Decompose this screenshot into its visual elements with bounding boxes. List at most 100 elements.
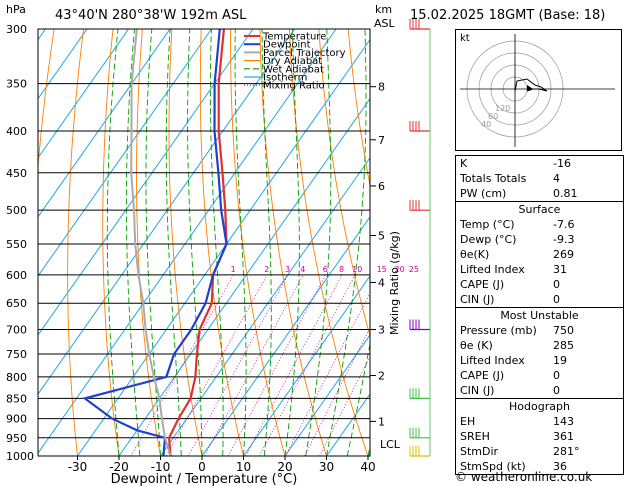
pressure-tick-label: 550 xyxy=(6,238,27,251)
index-value: 0 xyxy=(553,293,560,306)
pressure-tick-label: 750 xyxy=(6,348,27,361)
index-value: 0 xyxy=(553,384,560,397)
index-label: StmDir xyxy=(460,445,499,458)
hodograph-frame xyxy=(455,29,622,151)
temperature-tick-label: 0 xyxy=(198,460,206,474)
index-row: SREH 361 xyxy=(456,429,623,444)
legend-label: Parcel Trajectory xyxy=(263,48,346,59)
asl-unit-label: ASL xyxy=(374,17,395,30)
datetime-title: 15.02.2025 18GMT (Base: 18) xyxy=(410,8,606,23)
pressure-tick-label: 650 xyxy=(6,297,27,310)
mixing-ratio-line xyxy=(188,274,289,456)
legend-label: Mixing Ratio xyxy=(263,81,325,92)
index-label: K xyxy=(460,157,468,170)
index-label: StmSpd (kt) xyxy=(460,460,526,473)
index-value: 285 xyxy=(553,339,574,352)
index-value: 0 xyxy=(553,278,560,291)
surface-section: Surface Temp (°C) -7.6 Dewp (°C) -9.3 θe(K) 2… xyxy=(456,201,623,307)
legend-label: Dry Adiabat xyxy=(263,56,322,67)
mixing-ratio-axis-label: Mixing Ratio (g/kg) xyxy=(388,231,401,335)
km-tick-label: 3 xyxy=(378,324,385,337)
isotherm-line xyxy=(38,29,337,455)
storm-motion-marker xyxy=(527,85,533,91)
surface-title: Surface xyxy=(518,203,561,216)
legend-label: Dewpoint xyxy=(263,40,311,51)
location-title: 43°40'N 280°38'W 192m ASL xyxy=(55,8,247,23)
index-row: Lifted Index 31 xyxy=(456,262,623,277)
index-value: -16 xyxy=(553,157,571,170)
lcl-label: LCL xyxy=(380,438,401,451)
pressure-tick-label: 950 xyxy=(6,432,27,445)
index-label: Temp (°C) xyxy=(460,218,515,231)
temperature-tick-label: 30 xyxy=(319,460,334,474)
index-row: Lifted Index 19 xyxy=(456,353,623,368)
index-row: StmDir 281° xyxy=(456,444,623,459)
km-tick-label: 1 xyxy=(378,415,385,428)
most-unstable-section: Most Unstable Pressure (mb) 750 θe (K) 285 L… xyxy=(456,307,623,398)
index-value: 750 xyxy=(553,324,574,337)
index-label: Totals Totals xyxy=(460,172,527,185)
mixing-ratio-line xyxy=(319,355,370,456)
index-label: CAPE (J) xyxy=(460,278,505,291)
hodograph-section: Hodograph EH 143 SREH 361 StmDir 281° StmSpd (… xyxy=(456,398,623,474)
index-value: 269 xyxy=(553,248,574,261)
dry-adiabat-line xyxy=(199,29,244,456)
mixing-ratio-line xyxy=(304,327,370,456)
mixing-ratio-label: 3 xyxy=(285,265,290,274)
km-tick-label: 7 xyxy=(378,134,385,147)
mixing-ratio-line xyxy=(245,274,343,456)
legend-label: Temperature xyxy=(262,32,326,43)
hodograph-unit-label: kt xyxy=(460,33,470,44)
isotherm-line xyxy=(38,29,171,218)
index-value: 143 xyxy=(553,415,574,428)
index-label: SREH xyxy=(460,430,490,443)
hodograph-trace xyxy=(514,78,548,92)
wet-adiabat-line xyxy=(234,29,247,456)
index-label: Lifted Index xyxy=(460,354,525,367)
index-value: 4 xyxy=(553,172,560,185)
indices-table: K -16 Totals Totals 4 PW (cm) 0.81 Surface Te… xyxy=(455,155,624,475)
hpa-unit-label: hPa xyxy=(6,3,26,16)
isotherm-line xyxy=(38,29,129,159)
parcel-trajectory-profile xyxy=(130,29,172,456)
index-label: Lifted Index xyxy=(460,263,525,276)
index-row: CIN (J) 0 xyxy=(456,292,623,307)
index-row: StmSpd (kt) 36 xyxy=(456,459,623,474)
index-label: θe (K) xyxy=(460,339,493,352)
index-row: K -16 xyxy=(456,156,623,171)
index-value: 36 xyxy=(553,460,567,473)
km-tick-label: 8 xyxy=(378,81,385,94)
index-row: CIN (J) 0 xyxy=(456,383,623,398)
pressure-tick-label: 1000 xyxy=(6,450,34,463)
pressure-tick-label: 850 xyxy=(6,392,27,405)
mixing-ratio-label: 25 xyxy=(409,265,419,274)
index-row: CAPE (J) 0 xyxy=(456,277,623,292)
index-value: 361 xyxy=(553,430,574,443)
pressure-tick-label: 700 xyxy=(6,324,27,337)
index-value: 0 xyxy=(553,369,560,382)
index-value: -9.3 xyxy=(553,233,575,246)
temperature-tick-label: 40 xyxy=(360,460,375,474)
mixing-ratio-line xyxy=(166,274,268,456)
pressure-tick-label: 800 xyxy=(6,371,27,384)
pressure-tick-label: 400 xyxy=(6,125,27,138)
wet-adiabat-line xyxy=(305,29,332,456)
index-label: CIN (J) xyxy=(460,384,495,397)
wet-adiabat-line xyxy=(209,29,224,456)
legend-label: Isotherm xyxy=(263,73,307,84)
mixing-ratio-line xyxy=(285,292,370,456)
hodograph-ring-label: 40 xyxy=(481,120,491,129)
wet-adiabat-line xyxy=(165,29,182,456)
index-row: Pressure (mb) 750 xyxy=(456,323,623,338)
index-row: EH 143 xyxy=(456,414,623,429)
isotherm-line xyxy=(160,156,370,456)
mixing-ratio-label: 6 xyxy=(323,265,328,274)
mixing-ratio-label: 15 xyxy=(377,265,387,274)
temperature-tick-label: 10 xyxy=(236,460,251,474)
km-tick-label: 4 xyxy=(378,276,385,289)
dewpoint-profile xyxy=(82,29,228,456)
hodograph-ring-label: 60 xyxy=(488,112,498,121)
isotherm-line xyxy=(118,97,370,456)
